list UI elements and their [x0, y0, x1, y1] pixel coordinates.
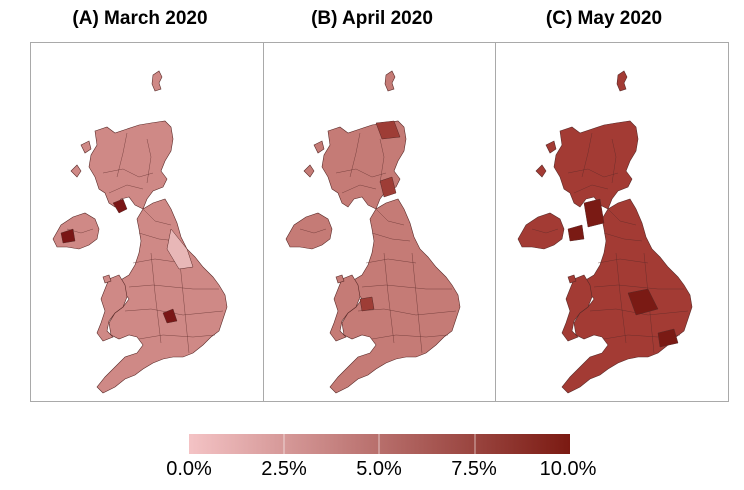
region-border	[335, 168, 387, 178]
region-high-value	[657, 328, 679, 348]
legend-tick-2-5: 2.5%	[261, 458, 307, 480]
legend-tick-10: 10.0%	[539, 458, 597, 480]
region-high-value	[60, 228, 76, 244]
region-border	[128, 284, 219, 290]
region-border	[375, 208, 405, 226]
region-border	[589, 308, 689, 316]
legend-color-bar	[189, 434, 570, 454]
region-shetland	[616, 70, 628, 92]
map-panel-march	[30, 42, 264, 402]
region-high-value	[162, 308, 178, 324]
map-panel-april	[263, 42, 497, 402]
region-islay	[70, 164, 82, 178]
region-high-value	[359, 296, 375, 312]
region-border	[531, 228, 559, 234]
region-islay	[535, 164, 547, 178]
region-border	[138, 334, 216, 340]
uk-map-april	[285, 70, 461, 394]
uk-map-may	[517, 70, 693, 394]
region-border	[132, 258, 184, 264]
region-high-value	[112, 198, 128, 214]
region-border	[361, 284, 452, 290]
region-wales	[329, 274, 361, 342]
region-ireland	[52, 212, 100, 250]
legend-tick-7-5: 7.5%	[451, 458, 497, 480]
region-high-value	[583, 198, 605, 228]
region-border	[573, 184, 609, 194]
region-high-value	[627, 288, 659, 316]
region-border	[116, 132, 128, 178]
region-border	[593, 284, 684, 290]
region-scotland	[88, 120, 174, 210]
region-border	[611, 138, 617, 184]
legend-tick-5: 5.0%	[356, 458, 402, 480]
region-border	[142, 208, 172, 226]
region-anglesey	[567, 274, 577, 284]
region-ireland	[285, 212, 333, 250]
region-border	[607, 208, 637, 226]
region-skye	[545, 140, 557, 154]
region-border	[603, 232, 643, 242]
region-ireland	[517, 212, 565, 250]
region-border	[383, 252, 395, 344]
region-border	[371, 232, 411, 242]
region-skye	[80, 140, 92, 154]
region-border	[150, 252, 162, 344]
panel-title-may: (C) May 2020	[545, 8, 663, 29]
map-panel-may	[495, 42, 729, 402]
region-border	[108, 184, 144, 194]
region-border	[567, 168, 619, 178]
region-scotland	[553, 120, 639, 210]
region-border	[146, 138, 152, 184]
region-border	[371, 334, 449, 340]
region-high-value	[379, 176, 397, 198]
region-anglesey	[335, 274, 345, 284]
region-anglesey	[102, 274, 112, 284]
region-border	[597, 258, 649, 264]
region-border	[102, 168, 154, 178]
uk-map-march	[52, 70, 228, 394]
region-border	[365, 258, 417, 264]
region-border	[349, 132, 361, 178]
region-shetland	[384, 70, 396, 92]
region-border	[299, 228, 327, 234]
region-islay	[303, 164, 315, 178]
region-border	[411, 252, 423, 354]
panel-title-march: (A) March 2020	[72, 8, 208, 29]
region-wales	[96, 274, 128, 342]
region-high-value	[567, 224, 585, 242]
region-border	[379, 138, 385, 184]
region-border	[581, 132, 593, 178]
region-shetland	[151, 70, 163, 92]
region-high-value	[375, 120, 401, 140]
region-low-value	[166, 228, 194, 270]
legend-tick-0: 0.0%	[166, 458, 212, 480]
region-border	[615, 252, 627, 344]
region-border	[357, 308, 457, 316]
region-wales	[561, 274, 593, 342]
panel-title-april: (B) April 2020	[311, 8, 433, 29]
region-skye	[313, 140, 325, 154]
region-border	[341, 184, 377, 194]
